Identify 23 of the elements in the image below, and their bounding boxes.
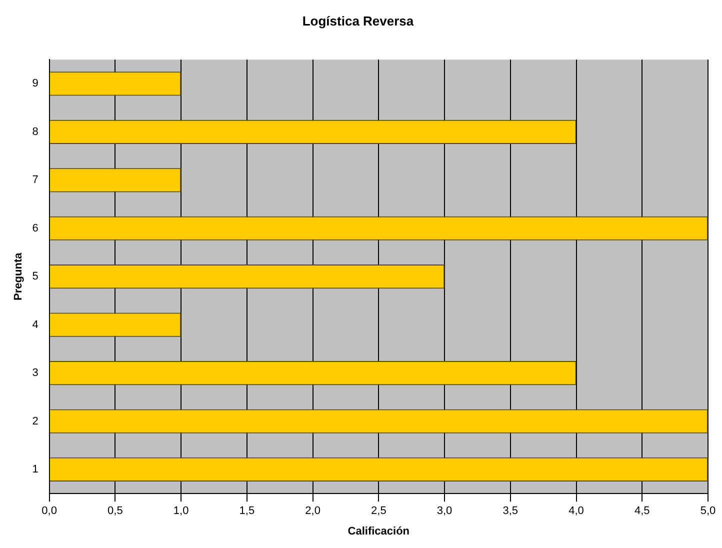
- y-tick-label: 8: [32, 126, 38, 138]
- x-tick-label: 3,5: [502, 505, 518, 518]
- chart-title: Logística Reversa: [302, 13, 414, 28]
- y-axis-title: Pregunta: [12, 252, 25, 300]
- x-tick-label: 2,5: [371, 505, 386, 518]
- x-axis-title: Calificación: [348, 525, 410, 538]
- x-tick-label: 3,0: [436, 505, 452, 518]
- y-tick-label: 6: [32, 222, 38, 234]
- y-tick-label: 1: [32, 464, 38, 476]
- y-tick-label: 5: [32, 270, 38, 283]
- x-tick-label: 4,0: [568, 505, 584, 518]
- y-tick-label: 4: [32, 318, 38, 331]
- y-tick-label: 9: [32, 78, 38, 90]
- x-tick-label: 2,0: [305, 505, 320, 518]
- x-tick-label: 1,0: [173, 505, 189, 518]
- x-tick-label: 4,5: [634, 505, 650, 518]
- x-tick-label: 5,0: [700, 505, 716, 518]
- y-tick-label: 3: [32, 367, 38, 380]
- y-tick-label: 2: [32, 415, 38, 428]
- x-tick-label: 1,5: [239, 505, 255, 518]
- x-tick-label: 0,0: [42, 505, 57, 518]
- y-tick-label: 7: [32, 174, 38, 186]
- x-tick-label: 0,5: [108, 505, 123, 518]
